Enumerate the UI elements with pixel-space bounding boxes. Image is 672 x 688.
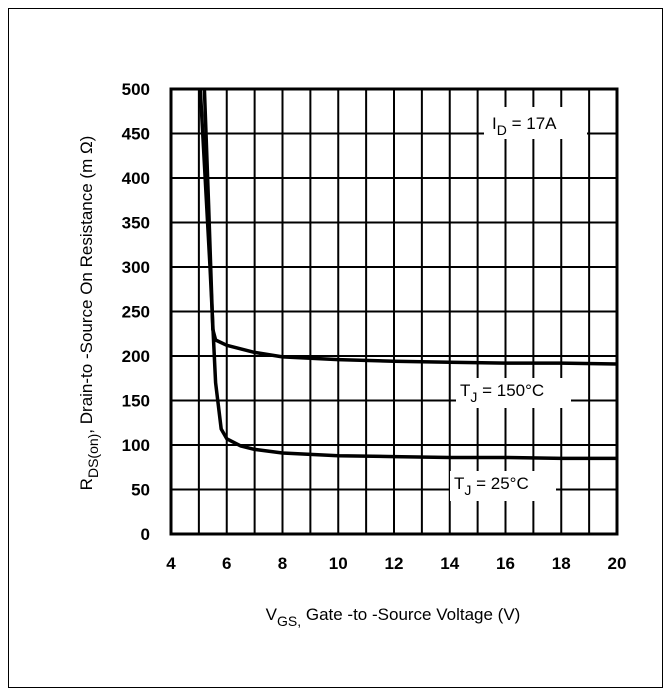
y-tick-label: 500 bbox=[122, 80, 150, 99]
series-label: TJ = 25°C bbox=[454, 474, 529, 498]
y-tick-label: 400 bbox=[122, 169, 150, 188]
series-label-rest: = 25°C bbox=[471, 474, 528, 493]
plot-border bbox=[169, 87, 619, 536]
series-label-rest: = 150°C bbox=[477, 381, 544, 400]
x-tick-label: 12 bbox=[385, 554, 404, 573]
series-lines bbox=[198, 88, 618, 461]
y-tick-label: 200 bbox=[122, 347, 150, 366]
y-tick-label: 350 bbox=[122, 214, 150, 233]
x-tick-label: 6 bbox=[222, 554, 231, 573]
series-labels: TJ = 150°CTJ = 25°C bbox=[450, 378, 571, 501]
x-axis-label: VGS, Gate -to -Source Voltage (V) bbox=[266, 605, 521, 629]
y-tick-label: 300 bbox=[122, 258, 150, 277]
series-label: TJ = 150°C bbox=[460, 381, 544, 405]
grid bbox=[171, 89, 617, 534]
y-axis-label-rest: , Drain-to -Source On Resistance (m Ω) bbox=[77, 136, 96, 434]
series-label-background bbox=[456, 378, 571, 408]
annotation-sub: D bbox=[497, 122, 507, 138]
series-label-main: T bbox=[460, 381, 470, 400]
x-tick-label: 20 bbox=[608, 554, 627, 573]
x-tick-label: 8 bbox=[278, 554, 287, 573]
y-tick-label: 450 bbox=[122, 125, 150, 144]
x-tick-label: 14 bbox=[440, 554, 459, 573]
y-tick-label: 150 bbox=[122, 392, 150, 411]
x-tick-label: 4 bbox=[166, 554, 176, 573]
series-label-sub: J bbox=[464, 482, 471, 498]
y-tick-label: 50 bbox=[131, 481, 150, 500]
series-line-25c bbox=[198, 88, 617, 461]
y-axis-label-sub: DS(on) bbox=[85, 434, 101, 478]
y-tick-label: 100 bbox=[122, 436, 150, 455]
x-tick-label: 18 bbox=[552, 554, 571, 573]
y-tick-label: 0 bbox=[141, 525, 150, 544]
annotation-rest: = 17A bbox=[507, 114, 557, 133]
x-tick-label: 10 bbox=[329, 554, 348, 573]
y-axis-label-main: R bbox=[77, 478, 96, 490]
series-label-sub: J bbox=[470, 389, 477, 405]
x-axis-label-rest: Gate -to -Source Voltage (V) bbox=[301, 605, 520, 624]
x-axis-label-main: V bbox=[266, 605, 278, 624]
x-axis-label-sub: GS, bbox=[277, 613, 301, 629]
y-axis-label: RDS(on), Drain-to -Source On Resistance … bbox=[77, 136, 101, 491]
x-tick-label: 16 bbox=[496, 554, 515, 573]
annotation-id: ID = 17A bbox=[492, 114, 557, 138]
y-tick-label: 250 bbox=[122, 303, 150, 322]
tick-labels: 4 6 8 10 12 14 16 18 200501001502002503003504004… bbox=[122, 80, 627, 573]
annotation-main: I bbox=[492, 114, 497, 133]
series-label-background bbox=[450, 471, 556, 501]
series-label-main: T bbox=[454, 474, 464, 493]
annotation-background bbox=[484, 107, 587, 139]
